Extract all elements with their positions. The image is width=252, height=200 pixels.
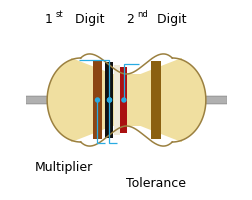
- Bar: [92, 61, 102, 139]
- FancyBboxPatch shape: [197, 96, 226, 104]
- Circle shape: [95, 98, 99, 102]
- Polygon shape: [71, 126, 181, 142]
- Text: 1: 1: [44, 13, 52, 26]
- Bar: [114, 65, 120, 135]
- Ellipse shape: [47, 58, 114, 142]
- Text: st: st: [55, 10, 63, 19]
- Text: Multiplier: Multiplier: [34, 161, 92, 174]
- Bar: [120, 67, 127, 133]
- Bar: [150, 61, 160, 139]
- Ellipse shape: [138, 58, 205, 142]
- Bar: [105, 62, 113, 138]
- Circle shape: [107, 98, 111, 102]
- Text: Digit: Digit: [70, 13, 104, 26]
- Bar: [71, 58, 181, 142]
- Text: Digit: Digit: [152, 13, 185, 26]
- Text: Tolerance: Tolerance: [126, 177, 186, 190]
- Polygon shape: [71, 58, 181, 74]
- FancyBboxPatch shape: [26, 96, 55, 104]
- Circle shape: [121, 98, 125, 102]
- Text: 2: 2: [126, 13, 134, 26]
- Text: nd: nd: [137, 10, 148, 19]
- Circle shape: [107, 98, 111, 102]
